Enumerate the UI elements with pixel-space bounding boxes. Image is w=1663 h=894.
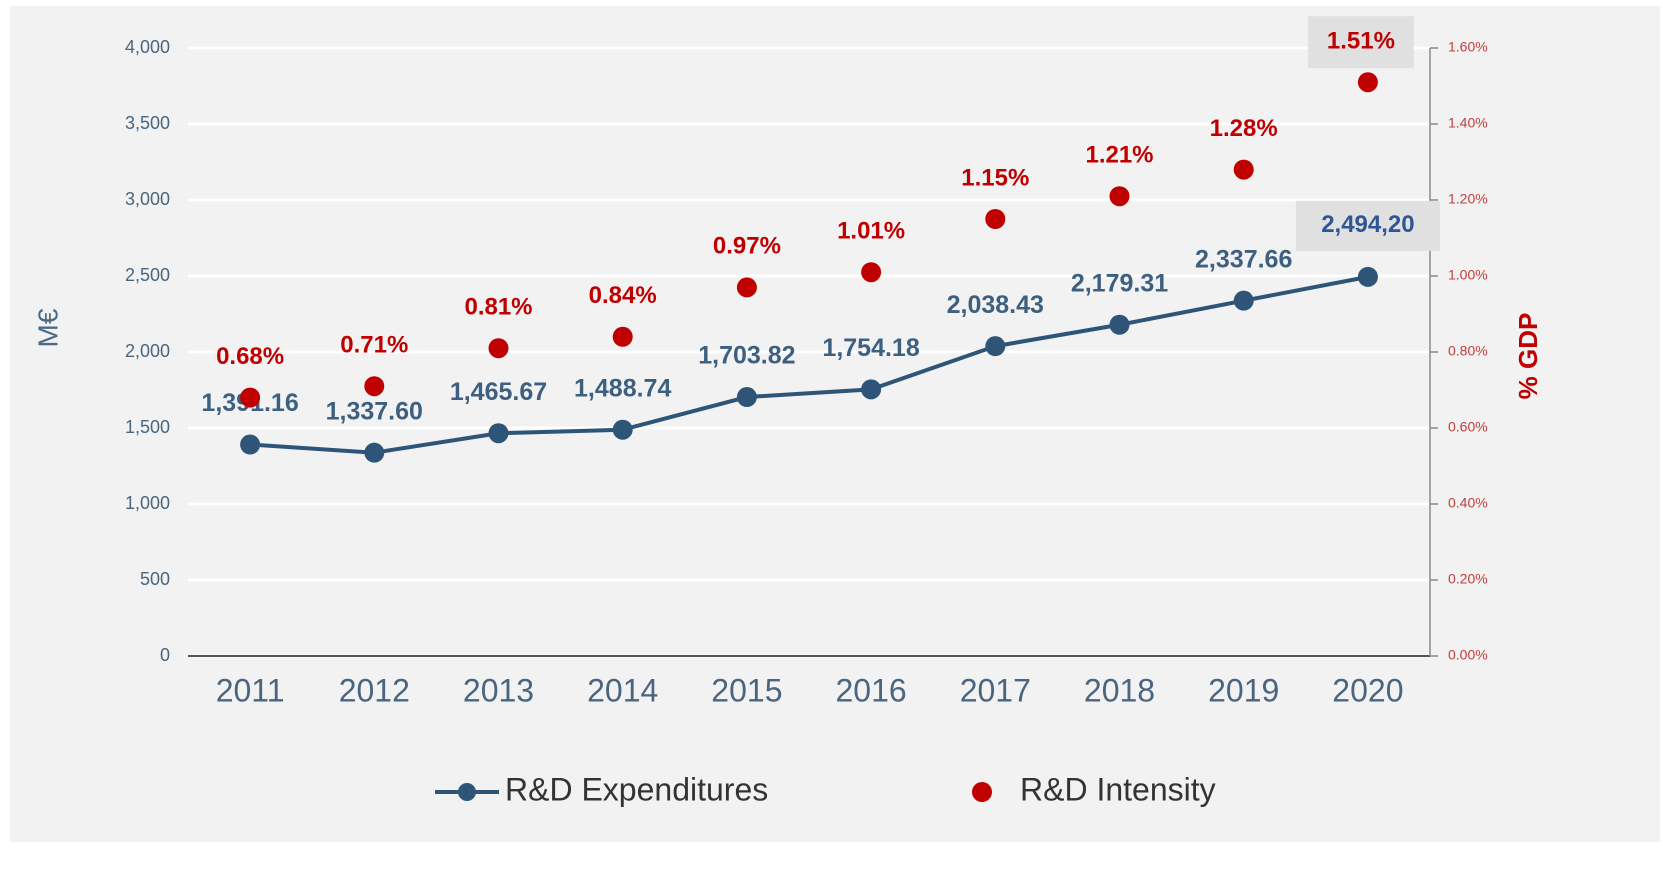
data-label: 1,488.74: [574, 374, 671, 402]
y-tick-label: 1,500: [125, 417, 170, 437]
y2-tick-label: 1.40%: [1448, 115, 1488, 131]
y-tick-label: 3,500: [125, 113, 170, 133]
scatter-point: [1109, 186, 1130, 207]
line-marker: [736, 387, 757, 408]
data-label: 1,703.82: [698, 342, 795, 370]
x-tick-label: 2013: [463, 672, 534, 708]
line-marker: [1357, 266, 1378, 287]
data-label: 1.21%: [1085, 142, 1153, 169]
data-label: 1.15%: [961, 164, 1029, 191]
line-marker: [240, 434, 261, 455]
y2-axis-label: % GDP: [1513, 313, 1543, 400]
scatter-point: [612, 326, 633, 347]
y-tick-label: 2,500: [125, 265, 170, 285]
chart-background: [10, 6, 1660, 842]
data-label: 2,179.31: [1071, 269, 1168, 297]
x-tick-label: 2011: [216, 672, 285, 708]
x-tick-label: 2018: [1084, 672, 1155, 708]
x-tick-label: 2019: [1208, 672, 1279, 708]
scatter-point: [736, 277, 757, 298]
x-tick-label: 2020: [1332, 672, 1403, 708]
legend-label: R&D Expenditures: [505, 771, 768, 807]
label-box: [1295, 200, 1440, 251]
y-axis-label: M€: [32, 308, 63, 347]
line-marker: [488, 423, 509, 444]
y2-tick-label: 0.80%: [1448, 343, 1488, 359]
legend-marker: [458, 783, 476, 801]
y2-tick-label: 1.20%: [1448, 191, 1488, 207]
line-marker: [364, 442, 385, 463]
y-tick-label: 500: [140, 569, 170, 589]
y2-tick-label: 0.00%: [1448, 647, 1488, 663]
line-marker: [1233, 290, 1254, 311]
x-tick-label: 2016: [836, 672, 907, 708]
data-label: 1.01%: [837, 218, 905, 245]
line-marker: [985, 336, 1006, 357]
data-label: 1.28%: [1210, 115, 1278, 142]
x-tick-label: 2014: [587, 672, 658, 708]
line-marker: [1109, 314, 1130, 335]
y-tick-label: 1,000: [125, 493, 170, 513]
scatter-point: [1357, 72, 1378, 93]
y-tick-label: 4,000: [125, 37, 170, 57]
data-label: 1,337.60: [326, 397, 423, 425]
data-label: 2,038.43: [947, 291, 1044, 319]
line: [249, 274, 1369, 455]
data-label: 0.71%: [340, 332, 408, 359]
y-tick-label: 2,000: [125, 341, 170, 361]
data-label: 0.84%: [589, 282, 657, 309]
data-label: 2,337.66: [1195, 245, 1292, 273]
data-label: 0.81%: [464, 294, 532, 321]
y2-tick-label: 0.60%: [1448, 419, 1488, 435]
legend-label: R&D Intensity: [1020, 771, 1216, 807]
data-label: 2,494,20: [1321, 211, 1414, 238]
x-tick-label: 2012: [339, 672, 410, 708]
y-tick-label: 0: [160, 645, 170, 665]
data-label: 1,465.67: [450, 378, 547, 406]
data-label: 0.68%: [216, 343, 284, 370]
y2-tick-label: 0.40%: [1448, 495, 1488, 511]
scatter-point: [240, 387, 261, 408]
data-label: 1.51%: [1327, 28, 1395, 55]
x-tick-label: 2017: [960, 672, 1031, 708]
data-label: 1,754.18: [822, 334, 919, 362]
line-marker: [612, 419, 633, 440]
scatter-point: [1233, 159, 1254, 180]
scatter-point: [488, 338, 509, 359]
legend-marker: [972, 782, 992, 802]
x-tick-label: 2015: [711, 672, 782, 708]
y2-tick-label: 0.20%: [1448, 571, 1488, 587]
scatter-point: [985, 209, 1006, 229]
scatter-point: [861, 262, 882, 283]
y-tick-label: 3,000: [125, 189, 170, 209]
y2-tick-label: 1.00%: [1448, 267, 1488, 283]
data-label: 0.97%: [713, 233, 781, 260]
line-marker: [861, 379, 882, 400]
scatter-point: [364, 376, 385, 397]
y2-tick-label: 1.60%: [1448, 39, 1488, 55]
label-box: [1307, 16, 1414, 69]
